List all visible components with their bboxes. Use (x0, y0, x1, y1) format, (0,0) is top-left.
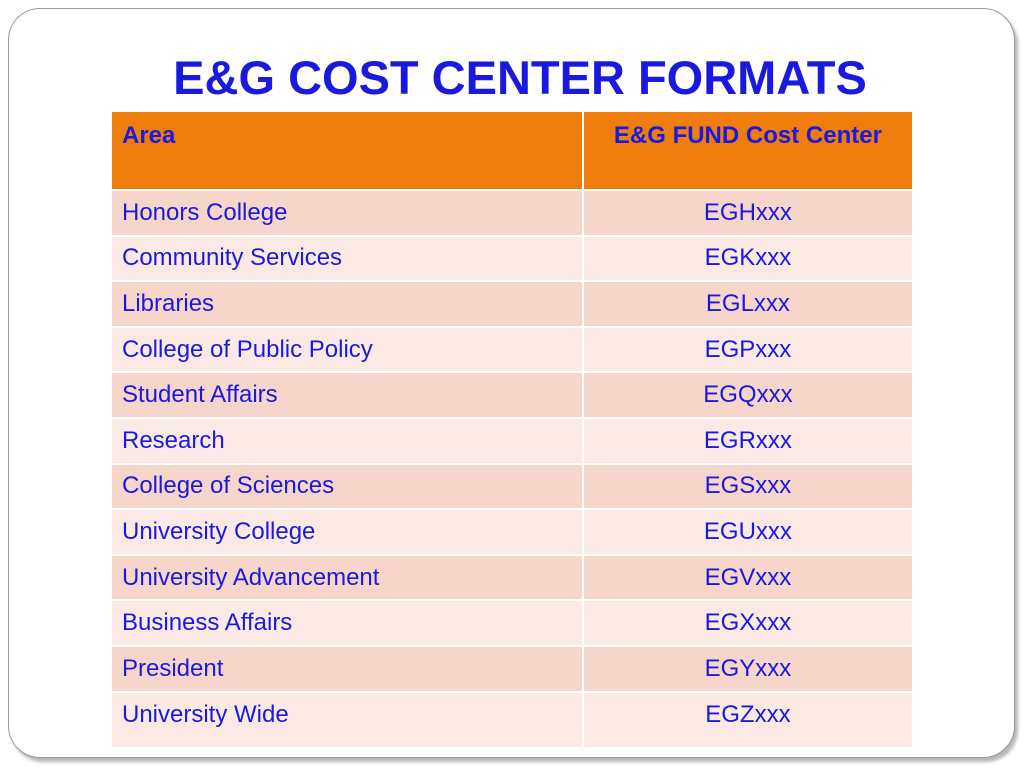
table-row: College of Public Policy EGPxxx (110, 325, 915, 374)
cell-cost-center: EGZxxx (581, 690, 915, 749)
cell-cost-center: EGRxxx (581, 416, 915, 465)
cell-area: College of Public Policy (110, 325, 584, 374)
cell-cost-center: EGKxxx (581, 234, 915, 283)
cell-cost-center: EGUxxx (581, 508, 915, 556)
header-cost-center: E&G FUND Cost Center (581, 110, 915, 191)
table-header-row: Area E&G FUND Cost Center (110, 110, 915, 191)
table-row: Honors College EGHxxx (110, 189, 915, 237)
cell-area: Business Affairs (110, 599, 584, 647)
cell-area: University College (110, 508, 584, 556)
cost-center-table: Area E&G FUND Cost Center Honors College… (110, 110, 915, 749)
page-title: E&G COST CENTER FORMATS (173, 51, 867, 104)
cell-cost-center: EGLxxx (581, 280, 915, 328)
header-area: Area (110, 110, 584, 191)
table-row: University Advancement EGVxxx (110, 553, 915, 602)
table-row: Student Affairs EGQxxx (110, 371, 915, 419)
table-row: Business Affairs EGXxxx (110, 599, 915, 647)
cell-area: Community Services (110, 234, 584, 283)
cell-cost-center: EGHxxx (581, 189, 915, 237)
table-row: Libraries EGLxxx (110, 280, 915, 328)
cell-cost-center: EGVxxx (581, 553, 915, 602)
cell-cost-center: EGXxxx (581, 599, 915, 647)
cell-area: Student Affairs (110, 371, 584, 419)
cell-cost-center: EGQxxx (581, 371, 915, 419)
table-row: University College EGUxxx (110, 508, 915, 556)
cell-area: University Wide (110, 690, 584, 749)
table-row: Research EGRxxx (110, 416, 915, 465)
cell-cost-center: EGSxxx (581, 462, 915, 511)
cell-area: College of Sciences (110, 462, 584, 511)
cell-area: University Advancement (110, 553, 584, 602)
table-row: University Wide EGZxxx (110, 690, 915, 749)
cell-cost-center: EGYxxx (581, 644, 915, 693)
table-row: Community Services EGKxxx (110, 234, 915, 283)
cell-area: Research (110, 416, 584, 465)
cell-area: Honors College (110, 189, 584, 237)
cell-cost-center: EGPxxx (581, 325, 915, 374)
cell-area: Libraries (110, 280, 584, 328)
table-row: College of Sciences EGSxxx (110, 462, 915, 511)
table-row: President EGYxxx (110, 644, 915, 693)
cell-area: President (110, 644, 584, 693)
